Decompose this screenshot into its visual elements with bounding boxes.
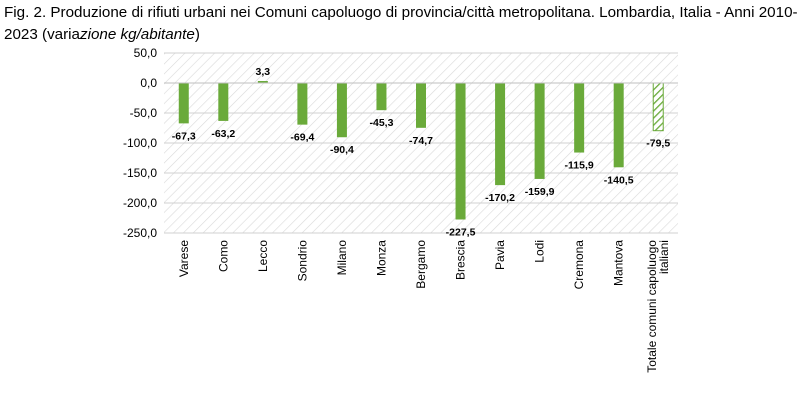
figure-title-unit: zione kg/abitante	[80, 26, 195, 43]
category-label: Lecco	[256, 240, 270, 272]
bar-brescia	[455, 83, 466, 220]
data-label: -69,4	[290, 132, 314, 144]
x-axis-category-labels: Varese Como Lecco Sondrio Milano Monza Bergamo…	[177, 240, 671, 373]
data-label: -79,5	[646, 138, 670, 150]
category-label: Lodi	[533, 240, 547, 263]
figure-title-paren-open: (varia	[37, 26, 80, 43]
y-tick-label: 0,0	[140, 76, 157, 90]
y-tick-label: 50,0	[134, 46, 158, 60]
data-label: 3,3	[256, 66, 271, 78]
bar-sondrio	[297, 83, 308, 125]
category-label: Mantova	[612, 240, 626, 286]
data-label: -90,4	[330, 144, 354, 156]
category-label: Cremona	[572, 240, 586, 290]
category-label: Brescia	[454, 240, 468, 280]
data-label: -159,9	[525, 186, 555, 198]
category-label: italiani	[657, 240, 671, 274]
bar-monza	[376, 83, 387, 111]
data-label: -45,3	[369, 117, 393, 129]
bars	[178, 81, 664, 220]
y-tick-label: -200,0	[123, 196, 157, 210]
category-label: Como	[216, 240, 230, 272]
category-label: Milano	[335, 240, 349, 276]
data-label: -67,3	[172, 130, 196, 142]
category-label: Varese	[177, 240, 191, 277]
bar-lodi	[534, 83, 545, 179]
data-label: -115,9	[565, 160, 594, 172]
bar-bergamo	[416, 83, 426, 128]
bar-totale-comuni-capoluogo-italiani	[652, 82, 664, 132]
bar-lecco	[257, 81, 268, 83]
data-label: -227,5	[446, 227, 476, 239]
data-label: -170,2	[485, 192, 515, 204]
figure-title-main: Fig. 2. Produzione di rifiuti urbani nei…	[4, 4, 798, 43]
y-tick-label: -250,0	[123, 226, 157, 240]
figure-title: Fig. 2. Produzione di rifiuti urbani nei…	[4, 2, 798, 46]
bar-mantova	[613, 83, 624, 168]
data-labels: -67,3 -63,2 3,3 -69,4 -90,4 -45,3 -74,7 -227,5 -…	[172, 66, 671, 238]
data-label: -74,7	[409, 135, 433, 147]
bar-pavia	[495, 83, 506, 186]
y-tick-label: -100,0	[123, 136, 157, 150]
bar-cremona	[574, 83, 585, 153]
y-tick-label: -50,0	[130, 106, 158, 120]
bar-milano	[336, 83, 347, 138]
bar-varese	[178, 83, 189, 124]
data-label: -63,2	[211, 128, 235, 140]
data-label: -140,5	[604, 174, 634, 186]
category-label: Monza	[374, 240, 388, 276]
category-label: Pavia	[493, 240, 507, 270]
y-tick-label: -150,0	[123, 166, 157, 180]
figure-title-paren-close: )	[194, 26, 200, 43]
bar-como	[218, 83, 229, 121]
category-label: Totale comuni capoluogo	[645, 240, 659, 373]
category-label: Sondrio	[295, 240, 309, 282]
category-label: Bergamo	[414, 240, 428, 289]
y-axis-tick-labels: 50,0 0,0 -50,0 -100,0 -150,0 -200,0 -250,0	[123, 46, 157, 240]
